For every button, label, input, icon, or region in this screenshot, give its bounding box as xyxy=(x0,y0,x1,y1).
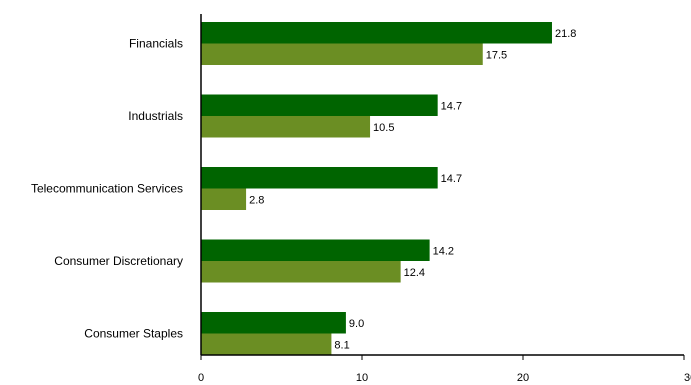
data-label: 14.2 xyxy=(433,245,454,257)
bar-series-1 xyxy=(201,22,552,44)
x-tick-label: 10 xyxy=(356,372,368,384)
x-tick-label: 0 xyxy=(198,372,204,384)
category-label: Financials xyxy=(129,37,183,51)
data-label: 17.5 xyxy=(486,49,507,61)
category-label: Consumer Discretionary xyxy=(54,254,183,268)
bar-series-2 xyxy=(201,116,371,138)
bar-series-2 xyxy=(201,261,401,283)
x-tick-label: 20 xyxy=(517,372,529,384)
axes-layer xyxy=(200,14,684,356)
data-label: 10.5 xyxy=(373,122,394,134)
data-label: 8.1 xyxy=(334,339,349,351)
bars-layer xyxy=(201,22,552,355)
data-label: 12.4 xyxy=(404,267,425,279)
bar-series-1 xyxy=(201,312,346,334)
bar-series-2 xyxy=(201,43,483,65)
category-label: Telecommunication Services xyxy=(31,182,183,196)
labels-layer: Financials 21.8 17.5 Industrials 14.7 10.5 Tel… xyxy=(31,28,691,384)
category-label: Industrials xyxy=(128,109,183,123)
data-label: 14.7 xyxy=(441,173,462,185)
bar-series-1 xyxy=(201,167,438,189)
x-tick-label: 30 xyxy=(684,372,691,384)
data-label: 14.7 xyxy=(441,100,462,112)
data-label: 21.8 xyxy=(555,28,576,40)
category-label: Consumer Staples xyxy=(84,327,183,341)
bar-series-2 xyxy=(201,188,247,210)
data-label: 2.8 xyxy=(249,194,264,206)
bar-series-1 xyxy=(201,239,430,261)
data-label: 9.0 xyxy=(349,318,364,330)
bar-series-1 xyxy=(201,94,438,116)
bar-series-2 xyxy=(201,333,332,355)
